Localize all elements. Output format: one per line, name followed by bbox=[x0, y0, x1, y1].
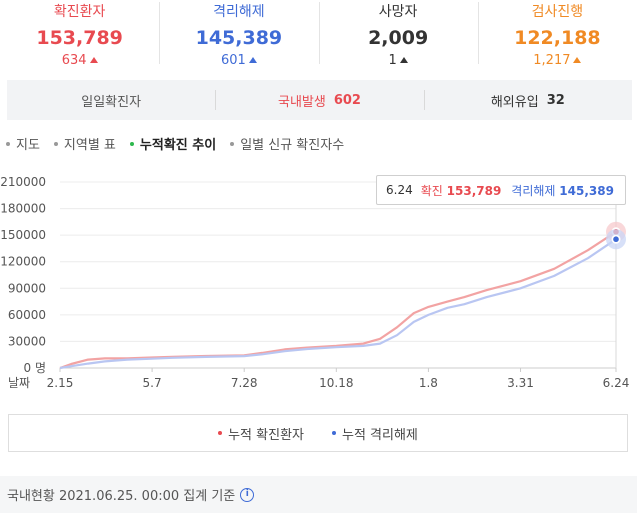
daily-value: 602 bbox=[333, 92, 361, 108]
y-tick-label: 120000 bbox=[0, 255, 46, 269]
tooltip-confirmed: 확진 153,789 bbox=[421, 182, 502, 199]
stat-2: 사망자 2,009 1 bbox=[318, 0, 478, 72]
bullet-icon bbox=[129, 141, 134, 146]
up-arrow-icon bbox=[399, 57, 408, 63]
tab-2[interactable]: 누적확진 추이 bbox=[129, 134, 217, 153]
y-tick-label: 210000 bbox=[0, 175, 46, 189]
tooltip-released: 격리해제 145,389 bbox=[511, 182, 614, 199]
tab-label: 지역별 표 bbox=[63, 138, 116, 153]
cumulative-chart: 0 명 30000 60000 90000 120000 150000 180000 2100… bbox=[0, 168, 637, 400]
tab-label: 누적확진 추이 bbox=[139, 138, 217, 153]
legend-item-1[interactable]: 누적 격리해제 bbox=[332, 424, 418, 443]
tooltip-released-label: 격리해제 bbox=[511, 183, 556, 198]
legend-label: 누적 격리해제 bbox=[342, 427, 418, 443]
chart-tooltip: 6.24 확진 153,789 격리해제 145,389 bbox=[376, 175, 626, 205]
stat-delta-value: 1,217 bbox=[533, 53, 571, 68]
y-tick-label: 150000 bbox=[0, 228, 46, 242]
y-tick-label: 0 명 bbox=[24, 361, 47, 375]
footer: 국내현황 2021.06.25. 00:00 집계 기준 i bbox=[0, 476, 637, 513]
stat-delta-value: 601 bbox=[220, 53, 246, 68]
bullet-icon bbox=[53, 141, 58, 146]
x-tick-label: 5.7 bbox=[143, 376, 162, 390]
tooltip-confirmed-label: 확진 bbox=[420, 183, 443, 198]
tab-0[interactable]: 지도 bbox=[6, 134, 40, 153]
daily-cell-1[interactable]: 국내발생 602 bbox=[215, 80, 423, 120]
tab-label: 지도 bbox=[16, 138, 40, 153]
x-tick-label: 1.8 bbox=[419, 376, 438, 390]
x-axis-label: 날짜 bbox=[8, 376, 30, 390]
stat-delta-value: 1 bbox=[388, 53, 397, 68]
stat-label: 검사진행 bbox=[531, 4, 584, 20]
y-tick-label: 30000 bbox=[8, 334, 46, 348]
daily-cell-2[interactable]: 해외유입 32 bbox=[423, 80, 632, 120]
footer-text: 국내현황 2021.06.25. 00:00 집계 기준 bbox=[7, 489, 236, 504]
info-icon[interactable]: i bbox=[240, 487, 255, 502]
stat-delta: 634 bbox=[0, 53, 159, 69]
stat-delta: 1,217 bbox=[478, 53, 637, 69]
stat-value: 153,789 bbox=[36, 27, 123, 49]
stat-value: 122,188 bbox=[514, 27, 601, 49]
up-arrow-icon bbox=[89, 57, 98, 63]
chart-legend: 누적 확진환자 누적 격리해제 bbox=[8, 414, 628, 452]
stat-delta-value: 634 bbox=[61, 53, 87, 68]
stat-0: 확진환자 153,789 634 bbox=[0, 0, 159, 72]
x-tick-label: 3.31 bbox=[507, 376, 534, 390]
stat-value: 2,009 bbox=[368, 27, 429, 49]
view-tabs: 지도 지역별 표 누적확진 추이 일별 신규 확진자수 bbox=[6, 134, 358, 153]
released-line bbox=[59, 238, 617, 370]
daily-value: 32 bbox=[546, 92, 565, 108]
stat-label: 확진환자 bbox=[53, 4, 106, 20]
tooltip-date: 6.24 bbox=[386, 183, 413, 197]
y-tick-label: 60000 bbox=[8, 308, 46, 322]
up-arrow-icon bbox=[248, 57, 257, 63]
x-tick-label: 6.24 bbox=[603, 376, 630, 390]
up-arrow-icon bbox=[573, 57, 582, 63]
daily-breakdown: 일일확진자 국내발생 602 해외유입 32 bbox=[7, 80, 632, 120]
daily-label: 국내발생 bbox=[278, 94, 326, 110]
daily-cell-0[interactable]: 일일확진자 bbox=[7, 80, 215, 120]
bullet-icon bbox=[230, 141, 235, 146]
tooltip-released-value: 145,389 bbox=[559, 183, 614, 198]
daily-label: 일일확진자 bbox=[81, 94, 142, 110]
tab-3[interactable]: 일별 신규 확진자수 bbox=[230, 134, 344, 153]
x-tick-label: 7.28 bbox=[231, 376, 258, 390]
stat-delta: 1 bbox=[319, 53, 478, 69]
x-tick-label: 2.15 bbox=[47, 376, 74, 390]
stat-label: 사망자 bbox=[378, 4, 418, 20]
daily-label: 해외유입 bbox=[490, 94, 539, 110]
legend-dot-icon bbox=[332, 431, 336, 435]
confirmed-line bbox=[59, 230, 617, 370]
released-point bbox=[613, 236, 619, 243]
x-tick-label: 10.18 bbox=[319, 376, 353, 390]
bullet-icon bbox=[6, 141, 10, 146]
chart-svg: 0 명 30000 60000 90000 120000 150000 180000 2100… bbox=[0, 175, 630, 390]
stat-label: 격리해제 bbox=[213, 4, 265, 20]
tab-1[interactable]: 지역별 표 bbox=[53, 134, 116, 153]
legend-label: 누적 확진환자 bbox=[228, 427, 304, 443]
stat-value: 145,389 bbox=[195, 27, 283, 49]
tooltip-confirmed-value: 153,789 bbox=[446, 183, 502, 198]
stat-3: 검사진행 122,188 1,217 bbox=[477, 0, 637, 72]
legend-item-0[interactable]: 누적 확진환자 bbox=[218, 424, 304, 443]
tab-label: 일별 신규 확진자수 bbox=[240, 138, 345, 153]
stat-1: 격리해제 145,389 601 bbox=[159, 0, 318, 72]
y-tick-label: 180000 bbox=[0, 202, 46, 216]
legend-dot-icon bbox=[218, 431, 223, 435]
stats-summary: 확진환자 153,789 634 격리해제 145,389 601 사망자 2,009 1 검사진… bbox=[0, 0, 637, 72]
y-tick-label: 90000 bbox=[8, 281, 46, 295]
stat-delta: 601 bbox=[159, 53, 318, 69]
